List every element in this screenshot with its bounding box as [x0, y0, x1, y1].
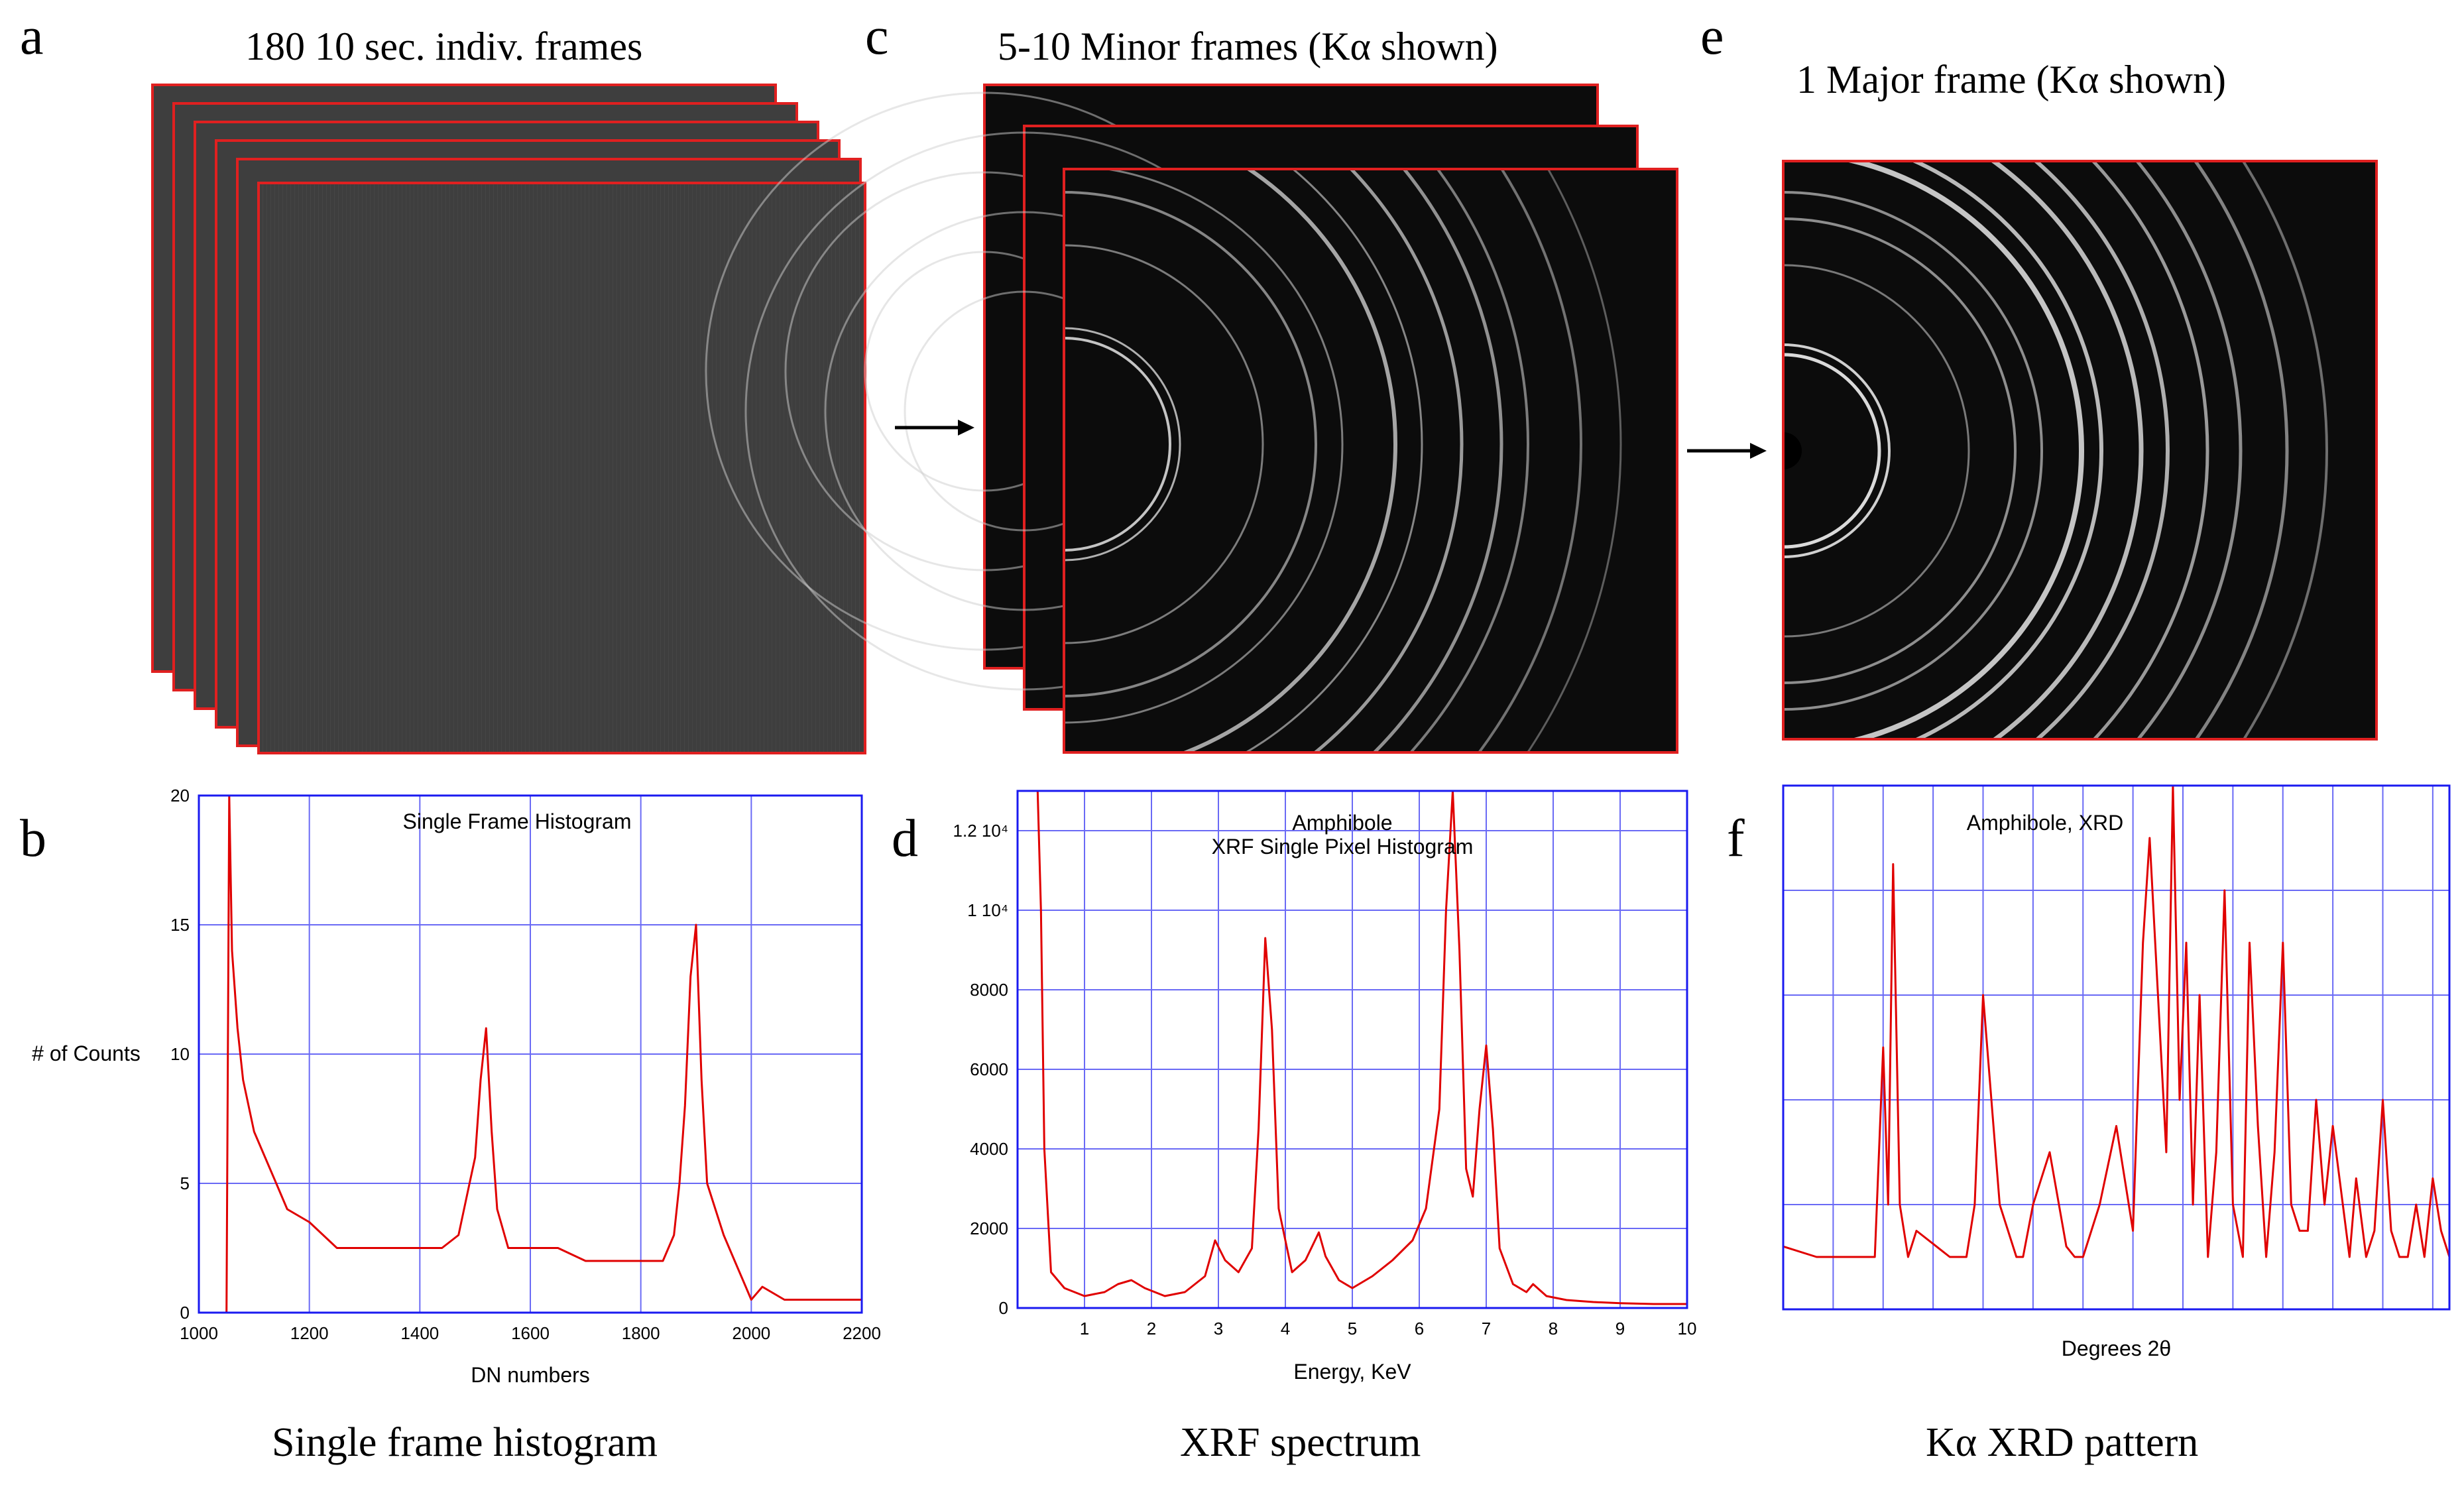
major-frame: [1782, 160, 2378, 741]
y-tick-label: 2000: [970, 1218, 1008, 1238]
x-tick-label: 1200: [290, 1323, 329, 1343]
x-tick-label: 8: [1549, 1319, 1558, 1338]
y-tick-label: 6000: [970, 1059, 1008, 1079]
plot-title: Single Frame Histogram: [403, 809, 632, 833]
y-tick-label: 1 10⁴: [967, 900, 1008, 920]
panel-letter-e: e: [1700, 7, 1724, 66]
x-tick-label: 1800: [622, 1323, 660, 1343]
x-tick-label: 4: [1281, 1319, 1290, 1338]
panel-letter-a: a: [20, 7, 44, 66]
y-tick-label: 15: [170, 915, 190, 935]
plot-title: Amphibole, XRD: [1967, 811, 2124, 835]
y-tick-label: 0: [180, 1303, 190, 1323]
x-tick-label: 5: [1348, 1319, 1357, 1338]
series-line: [225, 794, 862, 1313]
x-tick-label: 6: [1415, 1319, 1424, 1338]
individual-frames-stack: [151, 84, 866, 754]
plot-title: Amphibole: [1292, 811, 1392, 835]
x-tick-label: 1000: [180, 1323, 218, 1343]
x-tick-label: 9: [1615, 1319, 1625, 1338]
x-tick-label: 7: [1482, 1319, 1491, 1338]
heading-individual-frames: 180 10 sec. indiv. frames: [245, 25, 643, 68]
x-axis-title: Energy, KeV: [1293, 1360, 1411, 1384]
heading-minor-frames: 5-10 Minor frames (Kα shown): [998, 25, 1498, 68]
y-tick-label: 5: [180, 1173, 190, 1193]
panel-letter-d: d: [892, 809, 918, 868]
series-line: [1783, 784, 2451, 1258]
x-axis-title: Degrees 2θ: [2062, 1336, 2171, 1360]
panel-letter-b: b: [20, 809, 46, 868]
series-line: [1036, 790, 1687, 1305]
y-tick-label: 1.2 10⁴: [953, 821, 1008, 841]
plot-frame: [1782, 784, 2451, 1311]
y-tick-label: 4000: [970, 1139, 1008, 1159]
x-tick-label: 1: [1080, 1319, 1089, 1338]
plot-frame: [1016, 790, 1688, 1309]
x-tick-label: 2000: [732, 1323, 770, 1343]
x-tick-label: 1400: [400, 1323, 439, 1343]
x-axis-title: DN numbers: [471, 1363, 590, 1387]
plot-frame: [198, 794, 863, 1314]
y-axis-title: # of Counts: [32, 1041, 141, 1065]
arrow-a-to-c: [895, 420, 974, 436]
x-tick-label: 2200: [843, 1323, 881, 1343]
panel-letter-f: f: [1727, 809, 1745, 868]
arrow-c-to-e: [1687, 443, 1767, 459]
y-tick-label: 0: [999, 1298, 1008, 1318]
x-tick-label: 10: [1678, 1319, 1697, 1338]
y-tick-label: 10: [170, 1044, 190, 1064]
caption-xrf-spectrum: XRF spectrum: [1180, 1420, 1421, 1465]
minor-frames-stack: [705, 84, 1678, 754]
frame-c-3: [1063, 168, 1678, 754]
panel-letter-c: c: [865, 7, 889, 66]
x-tick-label: 1600: [511, 1323, 550, 1343]
heading-major-frame: 1 Major frame (Kα shown): [1796, 58, 2226, 101]
caption-single-frame-histogram: Single frame histogram: [272, 1420, 658, 1465]
caption-xrd-pattern: Kα XRD pattern: [1926, 1420, 2199, 1465]
y-tick-label: 20: [170, 786, 190, 805]
y-tick-label: 8000: [970, 980, 1008, 1000]
x-tick-label: 3: [1214, 1319, 1223, 1338]
x-tick-label: 2: [1147, 1319, 1156, 1338]
plot-subtitle: XRF Single Pixel Histogram: [1212, 835, 1474, 859]
